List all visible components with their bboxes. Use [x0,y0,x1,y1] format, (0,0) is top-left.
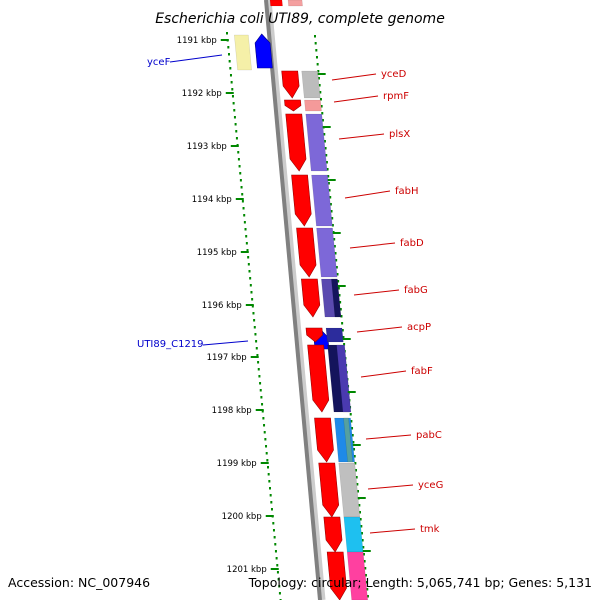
gene-label-reverse: yceD [381,69,407,80]
scale-dots-left [226,32,282,600]
reverse-track-segment [343,516,364,553]
reverse-track-segment [304,99,322,112]
kbp-scale: 1191 kbp 1192 kbp 1193 kbp 1194 kbp 1195 kbp… [177,36,371,575]
reverse-cds-arrow [285,113,307,172]
gene-label-reverse: fabD [400,238,424,249]
gene-label-leader [369,528,416,534]
gene-label-reverse: rpmF [383,91,409,102]
gene-label-reverse: fabF [411,366,433,377]
gene-label-leader [367,484,414,490]
gene-label-leader [333,95,379,103]
reverse-track-segment [338,462,361,518]
reverse-track-segment [305,113,328,172]
kbp-tick-label: 1199 kbp [217,459,257,469]
reverse-cds-arrow [301,278,321,318]
kbp-tick-label: 1191 kbp [177,36,217,46]
gene-label-reverse: fabG [404,285,428,296]
reverse-cds-arrow [284,99,302,112]
gene-label-leader [202,340,249,346]
reverse-cds-arrow [296,227,317,278]
reverse-track-segment [336,344,352,413]
reverse-track-segment [346,551,368,600]
accession-text: Accession: NC_007946 [8,575,150,590]
gene-label-forward: yceF [147,57,171,68]
kbp-tick-label: 1201 kbp [227,565,267,575]
reverse-track-segment [331,278,342,318]
forward-track-segment [234,34,252,71]
reverse-cds-arrow [281,70,300,99]
reverse-track-segment [311,174,333,227]
gene-label-reverse: acpP [407,322,431,333]
kbp-tick-label: 1194 kbp [192,195,232,205]
kbp-tick-label: 1195 kbp [197,248,237,258]
topology-text: Topology: circular; Length: 5,065,741 bp… [248,575,592,590]
kbp-tick-label: 1198 kbp [212,406,252,416]
kbp-tick-label: 1200 kbp [222,512,262,522]
reverse-cds-arrow [305,327,323,343]
gene-label-forward: UTI89_C1219 [137,339,204,350]
reverse-cds-arrow [326,551,347,600]
gene-label-leader [338,133,385,140]
reverse-track-segment [287,0,303,7]
reverse-track-segment [316,227,338,278]
map-title: Escherichia coli UTI89, complete genome [155,11,445,27]
gene-labels: yceF UTI89_C1219 yceD rpmF plsX fabH fabD fabG a… [137,54,443,535]
reverse-cds-arrow [318,462,340,518]
gene-label-leader [344,190,391,199]
gene-label-leader [353,289,400,296]
gene-label-leader [331,73,377,81]
reverse-cds-arrow [291,174,312,227]
tick-dot-tracks [226,32,369,600]
gene-label-leader [169,54,223,63]
kbp-tick-label: 1193 kbp [187,142,227,152]
gene-label-reverse: fabH [395,186,419,197]
gene-label-leader [349,242,396,249]
reverse-track-segment [343,417,353,463]
gene-label-reverse: plsX [389,129,410,140]
backbone-line [264,0,322,600]
forward-cds-arrow [254,33,273,69]
gene-label-reverse: pabC [416,430,442,441]
gene-label-leader [360,370,407,378]
reverse-track-segment [301,70,321,99]
reverse-track-segment [325,327,344,343]
kbp-tick-label: 1196 kbp [202,301,242,311]
reverse-cds-arrow [323,516,343,553]
gene-label-leader [365,434,412,440]
reverse-cds-arrow [307,344,330,413]
kbp-tick-label: 1197 kbp [207,353,247,363]
reverse-cds-segment [269,0,283,7]
kbp-tick-label: 1192 kbp [182,89,222,99]
reverse-cds-arrow [314,417,334,463]
gene-label-leader [356,326,403,333]
gene-label-reverse: yceG [418,480,443,491]
feature-tracks [234,0,368,600]
gene-label-reverse: tmk [420,524,440,535]
